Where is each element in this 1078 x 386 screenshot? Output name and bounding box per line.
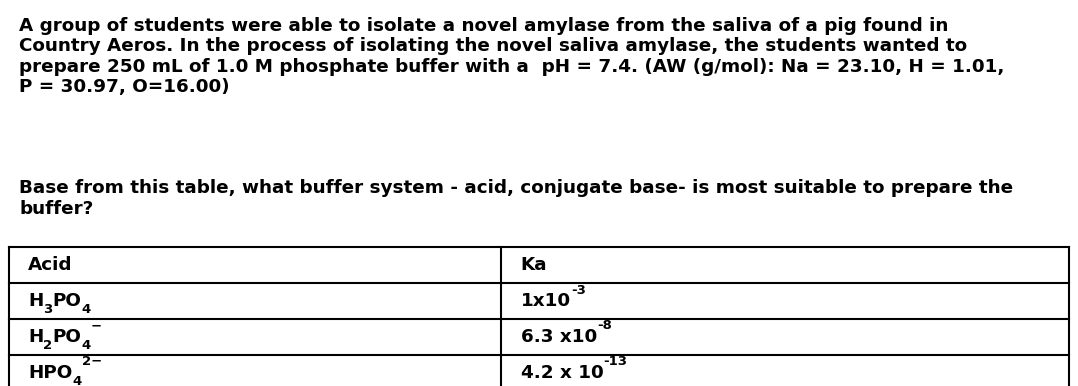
- Text: 6.3 x10: 6.3 x10: [521, 328, 597, 346]
- Text: 2: 2: [43, 339, 53, 352]
- Text: buffer?: buffer?: [19, 200, 94, 218]
- Text: 4.2 x 10: 4.2 x 10: [521, 364, 604, 382]
- Text: A group of students were able to isolate a novel amylase from the saliva of a pi: A group of students were able to isolate…: [19, 17, 949, 36]
- Text: 4: 4: [82, 303, 91, 316]
- Text: H: H: [28, 292, 43, 310]
- Text: 3: 3: [43, 303, 53, 316]
- Text: -13: -13: [604, 356, 627, 368]
- Text: Base from this table, what buffer system - acid, conjugate base- is most suitabl: Base from this table, what buffer system…: [19, 179, 1013, 198]
- Text: Acid: Acid: [28, 256, 72, 274]
- Text: 1x10: 1x10: [521, 292, 570, 310]
- Text: -8: -8: [597, 320, 612, 332]
- Text: PO: PO: [53, 292, 82, 310]
- Text: prepare 250 mL of 1.0 M phosphate buffer with a  pH = 7.4. (AW (g/mol): Na = 23.: prepare 250 mL of 1.0 M phosphate buffer…: [19, 58, 1005, 76]
- Text: 4: 4: [72, 375, 82, 386]
- Text: Country Aeros. In the process of isolating the novel saliva amylase, the student: Country Aeros. In the process of isolati…: [19, 37, 968, 56]
- Text: -3: -3: [570, 284, 585, 296]
- Text: P = 30.97, O=16.00): P = 30.97, O=16.00): [19, 78, 230, 96]
- Text: PO: PO: [53, 328, 82, 346]
- Text: HPO: HPO: [28, 364, 72, 382]
- Text: 4: 4: [82, 339, 91, 352]
- Text: 2−: 2−: [82, 356, 101, 368]
- Text: H: H: [28, 328, 43, 346]
- Text: Ka: Ka: [521, 256, 548, 274]
- Text: −: −: [91, 320, 101, 332]
